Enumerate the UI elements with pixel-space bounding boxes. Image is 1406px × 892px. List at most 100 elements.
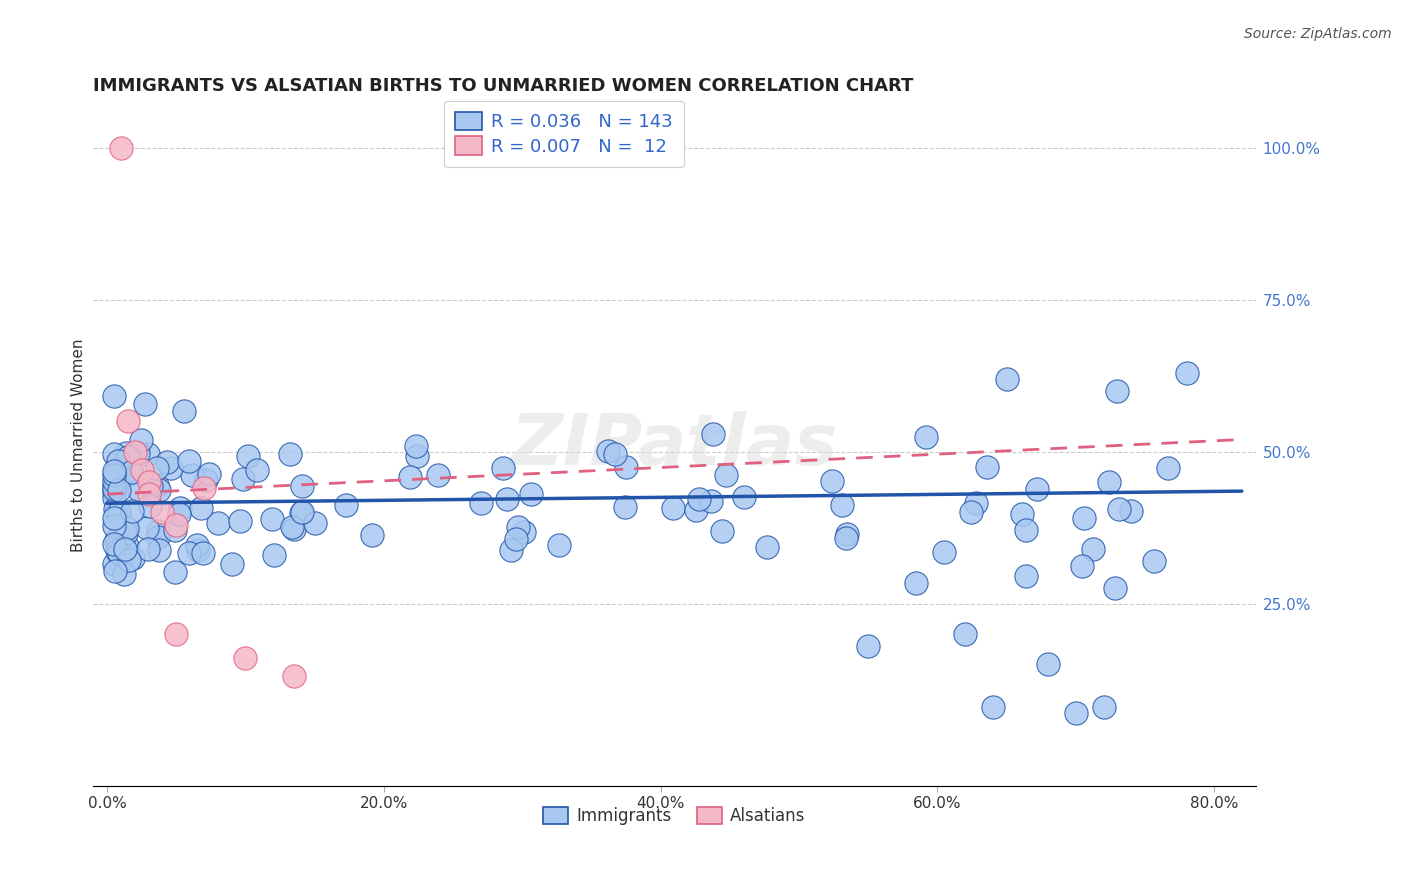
Point bbox=[291, 478, 314, 492]
Point bbox=[163, 565, 186, 579]
Point bbox=[160, 461, 183, 475]
Point bbox=[304, 516, 326, 530]
Point bbox=[1092, 699, 1115, 714]
Legend: Immigrants, Alsatians: Immigrants, Alsatians bbox=[537, 800, 813, 832]
Point bbox=[136, 542, 159, 557]
Point bbox=[953, 627, 976, 641]
Point bbox=[193, 481, 215, 495]
Point bbox=[605, 447, 627, 461]
Point bbox=[700, 494, 723, 508]
Point bbox=[186, 538, 208, 552]
Point bbox=[110, 554, 132, 568]
Point bbox=[103, 464, 125, 478]
Point bbox=[107, 453, 129, 467]
Point bbox=[688, 491, 710, 506]
Point bbox=[995, 372, 1018, 386]
Point bbox=[177, 454, 200, 468]
Point bbox=[103, 511, 125, 525]
Point bbox=[547, 538, 569, 552]
Point bbox=[122, 551, 145, 566]
Point bbox=[755, 540, 778, 554]
Point bbox=[976, 460, 998, 475]
Point bbox=[115, 520, 138, 534]
Point bbox=[136, 446, 159, 460]
Point bbox=[150, 505, 173, 519]
Point bbox=[105, 544, 128, 558]
Point bbox=[1036, 657, 1059, 672]
Point bbox=[105, 533, 128, 548]
Point bbox=[165, 524, 187, 538]
Point bbox=[278, 447, 301, 461]
Point bbox=[110, 141, 132, 155]
Point bbox=[499, 543, 522, 558]
Point bbox=[148, 542, 170, 557]
Point bbox=[138, 487, 160, 501]
Point bbox=[105, 505, 128, 519]
Point bbox=[1073, 510, 1095, 524]
Point bbox=[1098, 475, 1121, 490]
Point bbox=[181, 468, 204, 483]
Point bbox=[187, 543, 209, 558]
Point bbox=[281, 519, 304, 533]
Point bbox=[191, 546, 214, 560]
Point bbox=[104, 564, 127, 578]
Point bbox=[834, 531, 856, 545]
Point bbox=[112, 566, 135, 581]
Point bbox=[596, 444, 619, 458]
Point bbox=[246, 463, 269, 477]
Point bbox=[148, 483, 170, 497]
Point bbox=[290, 506, 312, 520]
Point bbox=[496, 492, 519, 507]
Point bbox=[139, 499, 162, 513]
Point bbox=[165, 517, 187, 532]
Point bbox=[427, 468, 450, 483]
Point bbox=[107, 473, 129, 487]
Point bbox=[103, 482, 125, 496]
Point bbox=[117, 450, 139, 464]
Point bbox=[1143, 554, 1166, 568]
Point bbox=[156, 455, 179, 469]
Point bbox=[190, 501, 212, 516]
Point bbox=[108, 505, 131, 519]
Point bbox=[1175, 366, 1198, 380]
Point bbox=[965, 495, 987, 509]
Point bbox=[108, 483, 131, 497]
Point bbox=[291, 505, 314, 519]
Point bbox=[124, 444, 146, 458]
Point bbox=[103, 537, 125, 551]
Point bbox=[139, 479, 162, 493]
Point bbox=[103, 485, 125, 500]
Point bbox=[1119, 504, 1142, 518]
Y-axis label: Births to Unmarried Women: Births to Unmarried Women bbox=[72, 339, 86, 552]
Point bbox=[710, 524, 733, 539]
Text: IMMIGRANTS VS ALSATIAN BIRTHS TO UNMARRIED WOMEN CORRELATION CHART: IMMIGRANTS VS ALSATIAN BIRTHS TO UNMARRI… bbox=[93, 78, 914, 95]
Point bbox=[194, 473, 217, 487]
Point bbox=[103, 519, 125, 533]
Point bbox=[1070, 559, 1092, 574]
Point bbox=[981, 699, 1004, 714]
Point bbox=[470, 495, 492, 509]
Point bbox=[904, 576, 927, 591]
Point bbox=[134, 397, 156, 411]
Point bbox=[361, 528, 384, 542]
Point bbox=[915, 430, 938, 444]
Point bbox=[858, 639, 880, 653]
Point bbox=[115, 526, 138, 541]
Point bbox=[138, 475, 160, 489]
Point bbox=[335, 498, 357, 512]
Point bbox=[169, 501, 191, 516]
Point bbox=[146, 524, 169, 538]
Point bbox=[115, 540, 138, 554]
Point bbox=[104, 502, 127, 516]
Point bbox=[103, 558, 125, 572]
Point bbox=[702, 427, 724, 442]
Point bbox=[103, 479, 125, 493]
Point bbox=[235, 651, 257, 665]
Point bbox=[714, 468, 737, 483]
Point bbox=[103, 389, 125, 403]
Point bbox=[260, 512, 283, 526]
Point bbox=[121, 466, 143, 480]
Point bbox=[129, 433, 152, 447]
Point bbox=[520, 486, 543, 500]
Point bbox=[103, 468, 125, 483]
